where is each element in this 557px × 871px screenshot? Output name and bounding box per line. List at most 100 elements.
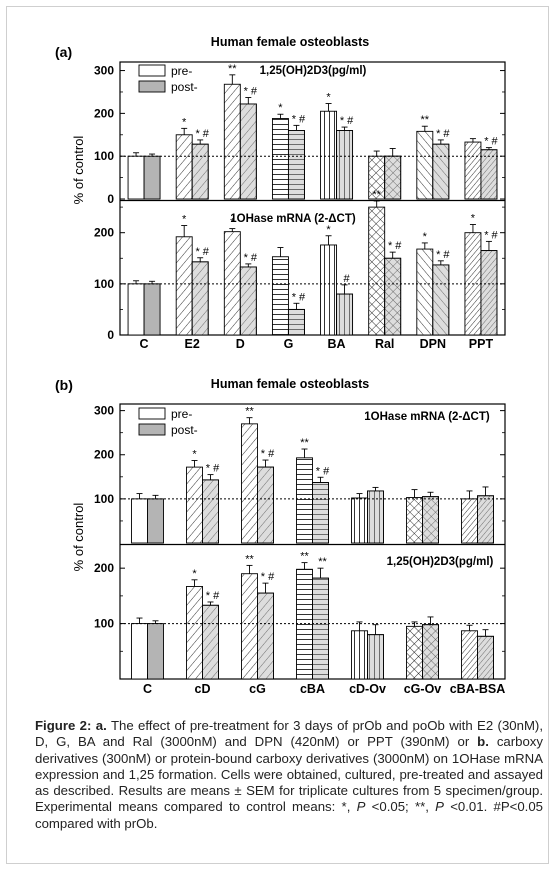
y-axis-label: % of control (71, 503, 86, 572)
bar-post-pattern (202, 604, 219, 680)
significance-mark: ** (372, 189, 381, 201)
category-label: C (140, 337, 149, 351)
legend-label-pre: pre- (171, 407, 192, 421)
significance-mark: ** (318, 556, 327, 568)
significance-mark: * # (436, 128, 450, 140)
bar-post-pattern (287, 308, 305, 336)
bar-pre (175, 236, 193, 336)
bar-post-pattern (336, 293, 354, 336)
significance-mark: * # (292, 291, 306, 303)
bar-post-pattern (287, 130, 305, 200)
bar-pre (461, 498, 478, 544)
legend-swatch-post (138, 423, 166, 436)
bar-pre (241, 423, 258, 544)
legend-swatch-post (138, 80, 166, 93)
category-label: E2 (185, 337, 200, 351)
figure-caption: Figure 2: a. The effect of pre-treatment… (35, 718, 543, 832)
subplot-title: 1OHase mRNA (2-ΔCT) (364, 411, 490, 423)
figure-svg: (a) Human female osteoblasts % of control 0… (55, 35, 506, 696)
significance-mark: * (326, 92, 331, 104)
significance-mark: * (182, 116, 187, 128)
y-tick-label: 100 (94, 149, 114, 163)
panel-title: Human female osteoblasts (211, 35, 369, 49)
significance-mark: * # (484, 229, 498, 241)
category-label: C (143, 682, 152, 696)
bar-pre (320, 244, 338, 336)
bar-pre (241, 573, 258, 680)
significance-mark: * # (388, 240, 402, 252)
y-tick-label: 0 (107, 192, 114, 206)
significance-mark: # (344, 273, 351, 285)
category-label: G (284, 337, 294, 351)
caption-part-4: <0.01. #P<0.05 compared with prOb. (35, 799, 543, 831)
caption-part-3: <0.05; **, (365, 799, 436, 815)
bar-pre (320, 110, 338, 200)
category-label: cG (249, 682, 266, 696)
significance-mark: * (182, 214, 187, 226)
y-axis-label: % of control (71, 136, 86, 205)
subplot-3: 100 200 300 1OHase mRNA (2-ΔCT) * * # ** * # ** *… (94, 404, 505, 544)
bar-post-pattern (422, 624, 439, 680)
subplot-title: 1,25(OH)2D3(pg/ml) (260, 65, 367, 77)
bar-post-pattern (239, 103, 257, 200)
bar-post-pattern (422, 496, 439, 544)
bar-post (147, 623, 164, 680)
category-label: BA (328, 337, 346, 351)
subplot-4: 100 200 1,25(OH)2D3(pg/ml) * * # ** * # ** ** C cD… (94, 543, 506, 696)
significance-mark: * (230, 217, 235, 229)
significance-mark: * (192, 568, 197, 580)
significance-mark: * (278, 102, 283, 114)
figure-frame: (a) Human female osteoblasts % of control 0… (6, 6, 549, 864)
bar-pre (271, 118, 289, 200)
category-label: cBA-BSA (450, 682, 506, 696)
significance-mark: * # (316, 465, 330, 477)
bar-post-pattern (384, 257, 402, 336)
significance-mark: ** (245, 553, 254, 565)
panel-letter: (b) (55, 377, 73, 393)
significance-mark: * # (206, 463, 220, 475)
category-label: PPT (469, 337, 494, 351)
y-tick-label: 0 (107, 328, 114, 342)
y-tick-label: 200 (94, 448, 114, 462)
significance-mark: * (326, 224, 331, 236)
bar-post-pattern (202, 479, 219, 544)
bar-pre (127, 155, 145, 200)
subplot-1: 0 100 200 300 1,25(OH)2D3(pg/ml) * * # ** * # * * … (94, 63, 505, 206)
bar-pre (131, 498, 148, 544)
bar-post-pattern (257, 466, 274, 544)
bar-pre (368, 206, 386, 336)
bar-post (143, 283, 161, 336)
bar-post-pattern (477, 495, 494, 544)
bar-post-pattern (480, 250, 498, 336)
significance-mark: ** (228, 63, 237, 75)
y-tick-label: 200 (94, 226, 114, 240)
panel-b: (b) Human female osteoblasts % of control 1… (55, 377, 506, 696)
category-label: cD (195, 682, 211, 696)
bar-pre (464, 141, 482, 200)
bar-post-pattern (480, 149, 498, 200)
bar-pre (416, 248, 434, 336)
panel-letter: (a) (55, 44, 72, 60)
bar-pre (175, 134, 193, 200)
subplot-title: 1OHase mRNA (2-ΔCT) (230, 213, 356, 225)
significance-mark: * # (436, 249, 450, 261)
significance-mark: * (192, 448, 197, 460)
category-label: cG-Ov (404, 682, 442, 696)
legend-label-post: post- (171, 423, 198, 437)
significance-mark: * # (206, 590, 220, 602)
y-tick-label: 100 (94, 492, 114, 506)
caption-label: Figure 2: (35, 718, 96, 733)
y-tick-label: 100 (94, 617, 114, 631)
bar-post (143, 155, 161, 200)
category-label: DPN (420, 337, 446, 351)
bar-post-pattern (312, 577, 329, 680)
bar-pre (296, 457, 313, 544)
bar-post-pattern (432, 143, 450, 200)
bar-post-pattern (191, 143, 209, 200)
panel-title: Human female osteoblasts (211, 377, 369, 391)
bar-post-pattern (432, 264, 450, 336)
bar-pre (461, 630, 478, 680)
category-label: D (236, 337, 245, 351)
y-tick-label: 200 (94, 106, 114, 120)
significance-mark: ** (300, 437, 309, 449)
